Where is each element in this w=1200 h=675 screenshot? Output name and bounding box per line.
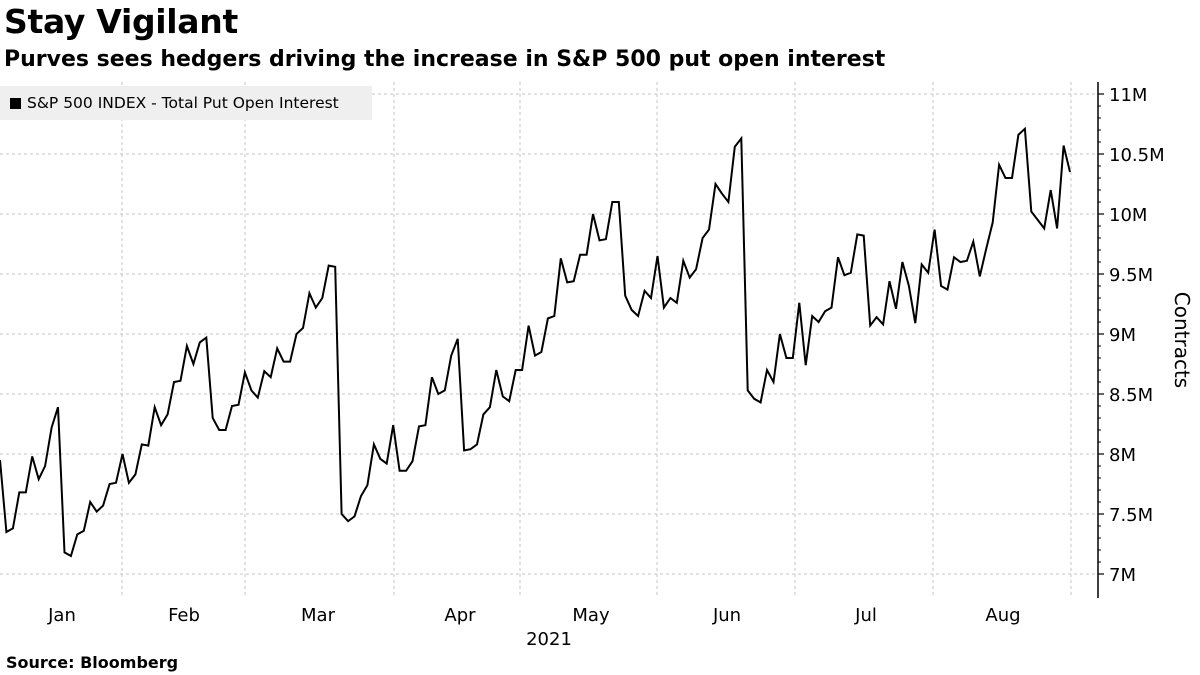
x-tick-label: Aug — [985, 605, 1020, 626]
y-tick-label: 9.5M — [1109, 265, 1153, 286]
x-tick-label: Apr — [444, 605, 476, 626]
legend-swatch — [10, 97, 21, 109]
legend: S&P 500 INDEX - Total Put Open Interest — [0, 86, 372, 120]
x-tick-label: May — [572, 605, 610, 626]
y-axis: 7M 7.5M 8M 8.5M 9M 9.5M 10M 10.5M 11M — [1097, 82, 1165, 598]
x-tick-label: Jan — [47, 605, 76, 626]
x-axis-year-label: 2021 — [526, 629, 572, 650]
y-tick-label: 8.5M — [1109, 385, 1153, 406]
x-axis: Jan Feb Mar Apr May Jun Jul Aug — [47, 605, 1020, 626]
y-tick-label: 7.5M — [1109, 505, 1153, 526]
y-tick-label: 10M — [1109, 205, 1147, 226]
y-tick-label: 9M — [1109, 325, 1136, 346]
chart-title: Stay Vigilant — [4, 2, 238, 41]
x-tick-label: Jun — [712, 605, 741, 626]
y-tick-label: 11M — [1109, 85, 1147, 106]
y-tick-label: 8M — [1109, 445, 1136, 466]
chart-subtitle: Purves sees hedgers driving the increase… — [4, 47, 886, 72]
x-tick-label: Jul — [854, 605, 877, 626]
y-tick-label: 10.5M — [1109, 145, 1165, 166]
x-tick-label: Feb — [168, 605, 200, 626]
horizontal-gridlines — [0, 93, 1096, 575]
y-tick-label: 7M — [1109, 565, 1136, 586]
vertical-gridlines — [121, 82, 1072, 598]
series-layer — [0, 126, 1071, 558]
source-note: Source: Bloomberg — [6, 653, 179, 672]
x-tick-label: Mar — [301, 605, 336, 626]
legend-label: S&P 500 INDEX - Total Put Open Interest — [27, 94, 339, 112]
y-axis-label: Contracts — [1170, 292, 1194, 388]
series-line-put-open-interest — [0, 126, 1071, 558]
